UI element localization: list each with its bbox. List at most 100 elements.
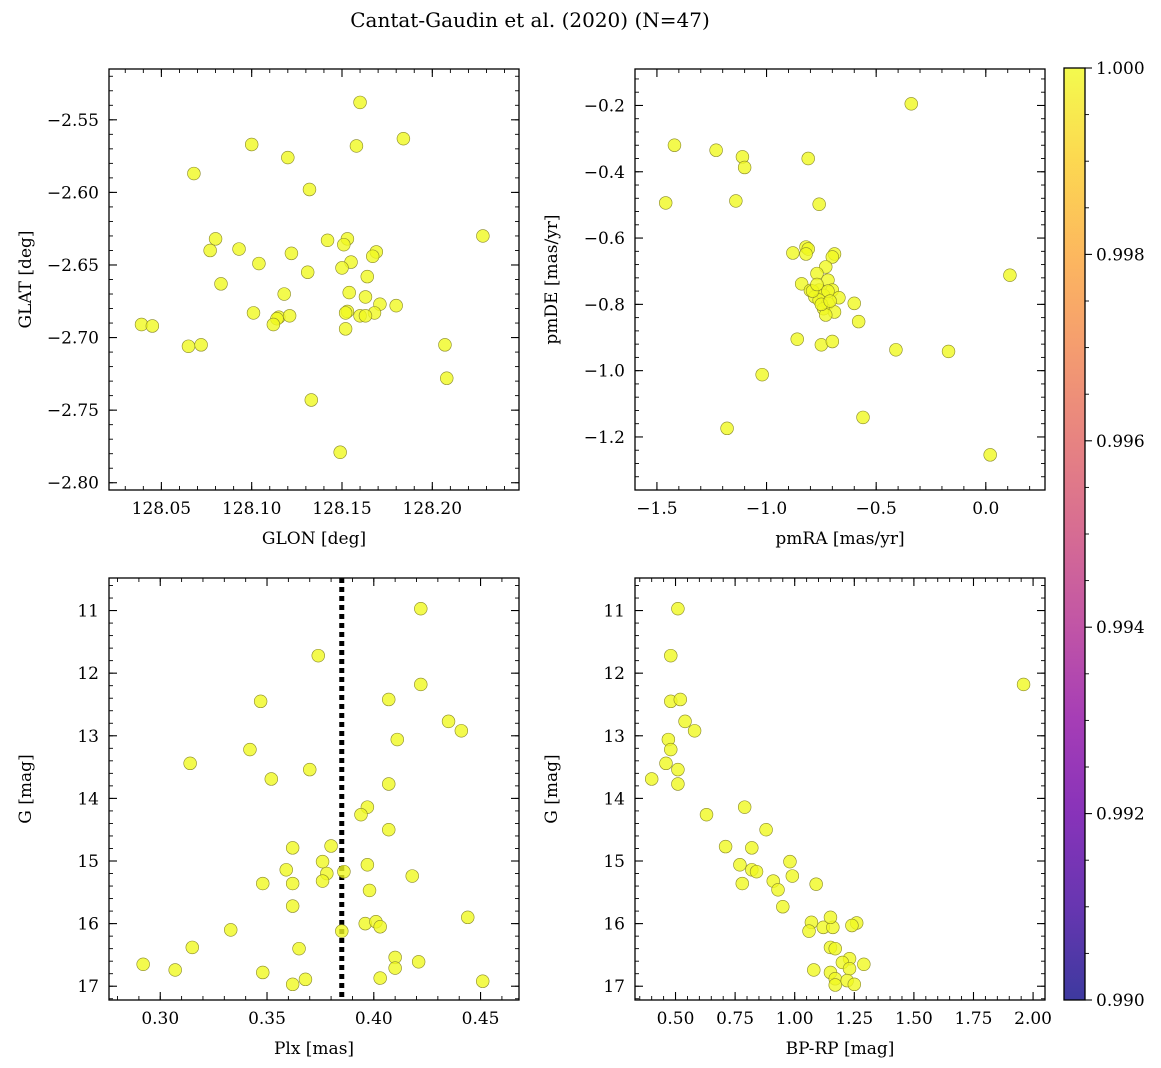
data-point xyxy=(382,692,396,707)
data-point xyxy=(360,269,374,284)
data-point xyxy=(335,261,349,275)
data-point xyxy=(324,839,338,853)
data-point xyxy=(438,338,452,352)
x-tick-label: 0.30 xyxy=(141,1009,179,1029)
data-point xyxy=(338,322,353,336)
data-point xyxy=(749,864,764,879)
y-tick-label: 15 xyxy=(603,852,625,872)
data-point xyxy=(292,941,306,956)
data-point xyxy=(264,772,278,786)
colorbar-frame xyxy=(1063,67,1086,1001)
axes-frame xyxy=(108,577,520,1001)
data-point xyxy=(373,920,387,934)
y-tick-label: 14 xyxy=(77,789,99,809)
data-point xyxy=(671,601,685,616)
data-point xyxy=(358,290,373,304)
data-point xyxy=(454,724,469,738)
data-point xyxy=(664,648,678,663)
data-point xyxy=(823,294,837,308)
data-point xyxy=(311,648,325,663)
data-point xyxy=(232,242,246,256)
data-point xyxy=(303,762,317,777)
colorbar-tick-label: 0.992 xyxy=(1096,805,1145,825)
data-point xyxy=(1003,268,1017,282)
data-point xyxy=(671,762,685,777)
data-point xyxy=(678,714,692,729)
y-tick-label: −2.75 xyxy=(47,401,99,421)
data-point xyxy=(335,924,349,938)
y-tick-label: 17 xyxy=(603,977,625,997)
y-tick-label: 14 xyxy=(603,789,625,809)
data-point xyxy=(802,924,816,938)
data-point xyxy=(282,309,297,323)
data-point xyxy=(671,777,685,791)
data-point xyxy=(842,961,857,976)
data-point xyxy=(667,138,682,152)
data-point xyxy=(801,151,815,166)
y-tick-label: −2.70 xyxy=(47,329,99,349)
data-point xyxy=(790,332,804,346)
y-tick-label: −2.80 xyxy=(47,474,99,494)
y-tick-label: 12 xyxy=(77,664,99,684)
x-tick-label: −1.0 xyxy=(746,499,787,519)
data-point xyxy=(737,160,752,175)
data-point xyxy=(320,233,335,248)
data-point xyxy=(214,277,228,291)
y-tick-label: 16 xyxy=(77,915,99,935)
data-point xyxy=(941,344,956,359)
panel-pmra-pmde: −1.5 −1.0 −0.5 0.0 −0.2 −0.4 −0.6 −0.8 −1.0 −1.2 p… xyxy=(542,68,1046,549)
colorbar-tick-label: 0.994 xyxy=(1096,618,1145,638)
data-point xyxy=(812,197,826,211)
data-point xyxy=(823,910,838,925)
data-point xyxy=(244,137,259,152)
scatter-series xyxy=(644,601,1031,992)
x-tick-label: 128.20 xyxy=(403,499,462,519)
y-axis-label: pmDE [mas/yr] xyxy=(542,214,562,344)
data-point xyxy=(187,166,201,181)
data-point xyxy=(300,265,315,279)
y-tick-label: −2.65 xyxy=(47,256,99,276)
data-point xyxy=(709,143,723,157)
scatter-series xyxy=(136,601,490,992)
data-point xyxy=(785,869,800,883)
y-tick-label: −0.8 xyxy=(584,295,625,315)
y-tick-label: 17 xyxy=(77,977,99,997)
x-tick-label: 1.75 xyxy=(955,1009,993,1029)
data-point xyxy=(776,900,790,914)
data-point xyxy=(168,963,182,977)
data-point xyxy=(729,194,743,208)
data-point xyxy=(285,899,300,913)
data-point xyxy=(414,601,428,616)
data-point xyxy=(825,334,840,349)
data-point xyxy=(720,421,734,436)
y-tick-label: 12 xyxy=(603,664,625,684)
data-point xyxy=(382,822,396,837)
data-point xyxy=(1016,677,1031,692)
data-point xyxy=(658,196,673,210)
data-point xyxy=(315,874,330,888)
colorbar: 0.990 0.992 0.994 0.996 0.998 1.000 xyxy=(1063,59,1145,1011)
data-point xyxy=(285,841,300,855)
data-point xyxy=(277,287,291,301)
x-tick-label: 0.0 xyxy=(972,499,999,519)
y-tick-label: 13 xyxy=(603,727,625,747)
x-axis-label: BP-RP [mag] xyxy=(786,1039,895,1059)
data-point xyxy=(366,249,380,263)
data-point xyxy=(203,243,217,258)
data-point xyxy=(298,972,313,987)
data-point xyxy=(281,150,295,165)
data-point xyxy=(285,876,300,891)
data-point xyxy=(304,393,318,407)
data-point xyxy=(847,296,861,311)
x-tick-label: −1.5 xyxy=(636,499,677,519)
data-point xyxy=(659,756,673,771)
data-point xyxy=(828,978,842,992)
data-point xyxy=(183,756,197,771)
data-point xyxy=(243,742,257,757)
data-point xyxy=(889,343,903,357)
data-point xyxy=(256,965,270,980)
data-point xyxy=(337,864,351,879)
data-point xyxy=(828,941,842,956)
colorbar-tick-label: 0.996 xyxy=(1096,432,1145,452)
data-point xyxy=(735,876,749,891)
